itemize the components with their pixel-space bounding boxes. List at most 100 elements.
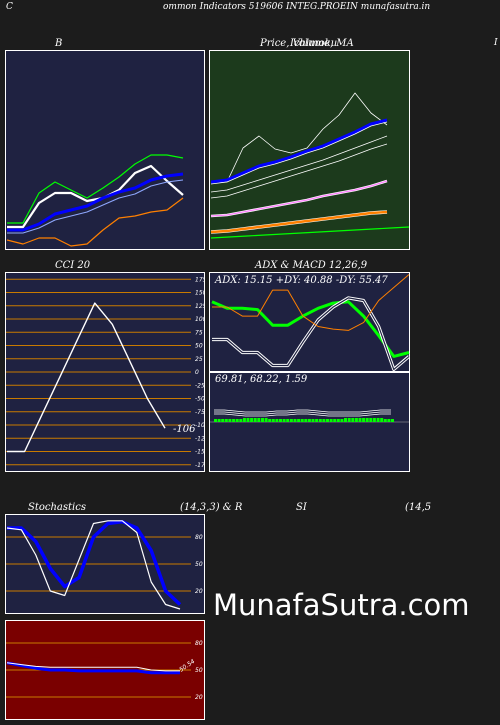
macd-histogram-bar [326,419,329,422]
macd-histogram-bar [289,419,293,422]
macd-histogram-bar [376,418,380,422]
bollinger-line-4 [6,197,184,247]
macd-histogram-bar [333,419,337,422]
macd-histogram-bar [329,419,333,422]
stoch-tick-label: 80 [195,534,203,541]
macd-histogram-bar [232,419,236,422]
left-edge-letter: C [6,2,13,12]
cci-tick-label: -150 [195,449,205,456]
rsi-title: SI [296,502,307,513]
macd-histogram-bar [311,419,315,422]
ichimoku-overlap-title: Ichimoku [290,38,338,49]
cci-tick-label: 125 [195,303,205,310]
cci-tick-label: 175 [195,276,205,283]
macd-histogram-bar [228,419,232,422]
macd-histogram-bar [242,418,246,422]
cci-tick-label: -175 [195,462,205,469]
cci-tick-label: -75 [195,409,205,416]
macd-histogram-bar [293,419,297,422]
macd-histogram-bar [336,419,340,422]
macd-histogram-bar [246,418,250,422]
cci-tick-label: 75 [195,329,203,336]
cci-tick-label: 0 [195,369,199,376]
macd-histogram-bar [307,419,311,422]
macd-histogram-bar [387,419,391,422]
volume-line [210,226,410,239]
bollinger-line-1 [7,164,184,229]
cci-tick-label: -50 [195,396,205,403]
ma-blue-edge [210,121,388,185]
cci-tick-label: 100 [195,316,205,323]
macd-histogram-bar [275,419,279,422]
macd-histogram-bar [369,418,373,422]
rsi-params: (14,5 [405,502,432,513]
bollinger-title: B [55,38,63,49]
macd-histogram-bar [344,418,347,422]
minus-dy-line [212,274,410,331]
stoch-k-line [6,520,181,610]
macd-histogram-bar [391,419,394,422]
macd-histogram-bar [300,419,304,422]
rsi-tick-label: 80 [195,640,203,647]
cci-last-value: -106 [173,424,196,435]
right-edge-letter: I [494,38,498,48]
panel-background [209,272,410,372]
macd-histogram-bar [354,418,358,422]
macd-histogram-bar [224,419,228,422]
adx-legend: ADX: 15.15 +DY: 40.88 -DY: 55.47 [215,275,388,286]
header-title: ommon Indicators 519606 INTEG.PROEIN mun… [163,2,431,12]
ma-white-line-2 [210,143,388,199]
bollinger-chart [5,50,205,250]
rsi-white-line [6,662,180,672]
adx-chart [209,272,410,372]
bollinger-line-2 [7,172,184,232]
macd-histogram-bar [297,419,301,422]
macd-histogram-bar [239,419,243,422]
price-line [211,92,388,183]
macd-histogram-bar [372,418,376,422]
stoch-tick-label: 50 [195,561,203,568]
macd-histogram-bar [217,419,221,422]
cci-chart: 175 150 125 100 75 50 25 0 -25 -50 -75 -100 -125 -150… [5,272,205,472]
macd-histogram-bar [271,419,275,422]
bollinger-line-3 [7,179,184,234]
ma-white-line-1 [210,135,388,193]
macd-histogram-bar [286,419,290,422]
macd-histogram-bar [347,418,351,422]
cci-tick-label: 50 [195,343,203,350]
macd-histogram-bar [253,418,257,422]
cci-tick-label: -125 [195,435,205,442]
ma-orange-line [210,210,388,234]
cci-tick-label: 25 [195,356,203,363]
cci-title: CCI 20 [55,260,91,271]
adx-line [211,300,410,358]
macd-legend: 69.81, 68.22, 1.59 [215,374,308,385]
macd-chart [209,372,410,472]
macd-line-2 [214,411,391,415]
stochastics-chart: 80 50 20 [5,514,205,614]
macd-histogram-bar [264,418,268,422]
stoch-tick-label: 20 [195,588,203,595]
macd-histogram-bar [362,418,366,422]
macd-histogram-bar [315,419,319,422]
stoch-d-line [7,519,182,606]
macd-histogram-bar [351,418,355,422]
macd-histogram-bar [383,419,387,422]
macd-line-1 [214,409,391,413]
macd-line-3 [214,413,391,417]
macd-histogram-bar [318,419,322,422]
macd-histogram-bar [268,419,272,422]
cci-tick-label: -25 [195,382,205,389]
rsi-tick-label: 20 [195,694,203,701]
watermark: MunafaSutra.com [213,588,470,622]
macd-histogram-bar [279,419,282,422]
rsi-tick-label: 50 [195,667,203,674]
macd-histogram-bar [365,418,369,422]
adx-macd-title: ADX & MACD 12,26,9 [255,260,368,271]
ma-blue-line [210,118,388,184]
price-ma-title: Price, Volume, MA [260,38,354,49]
macd-histogram-bar [221,419,225,422]
macd-histogram-bar [214,419,217,422]
rsi-blue-line [6,661,180,675]
